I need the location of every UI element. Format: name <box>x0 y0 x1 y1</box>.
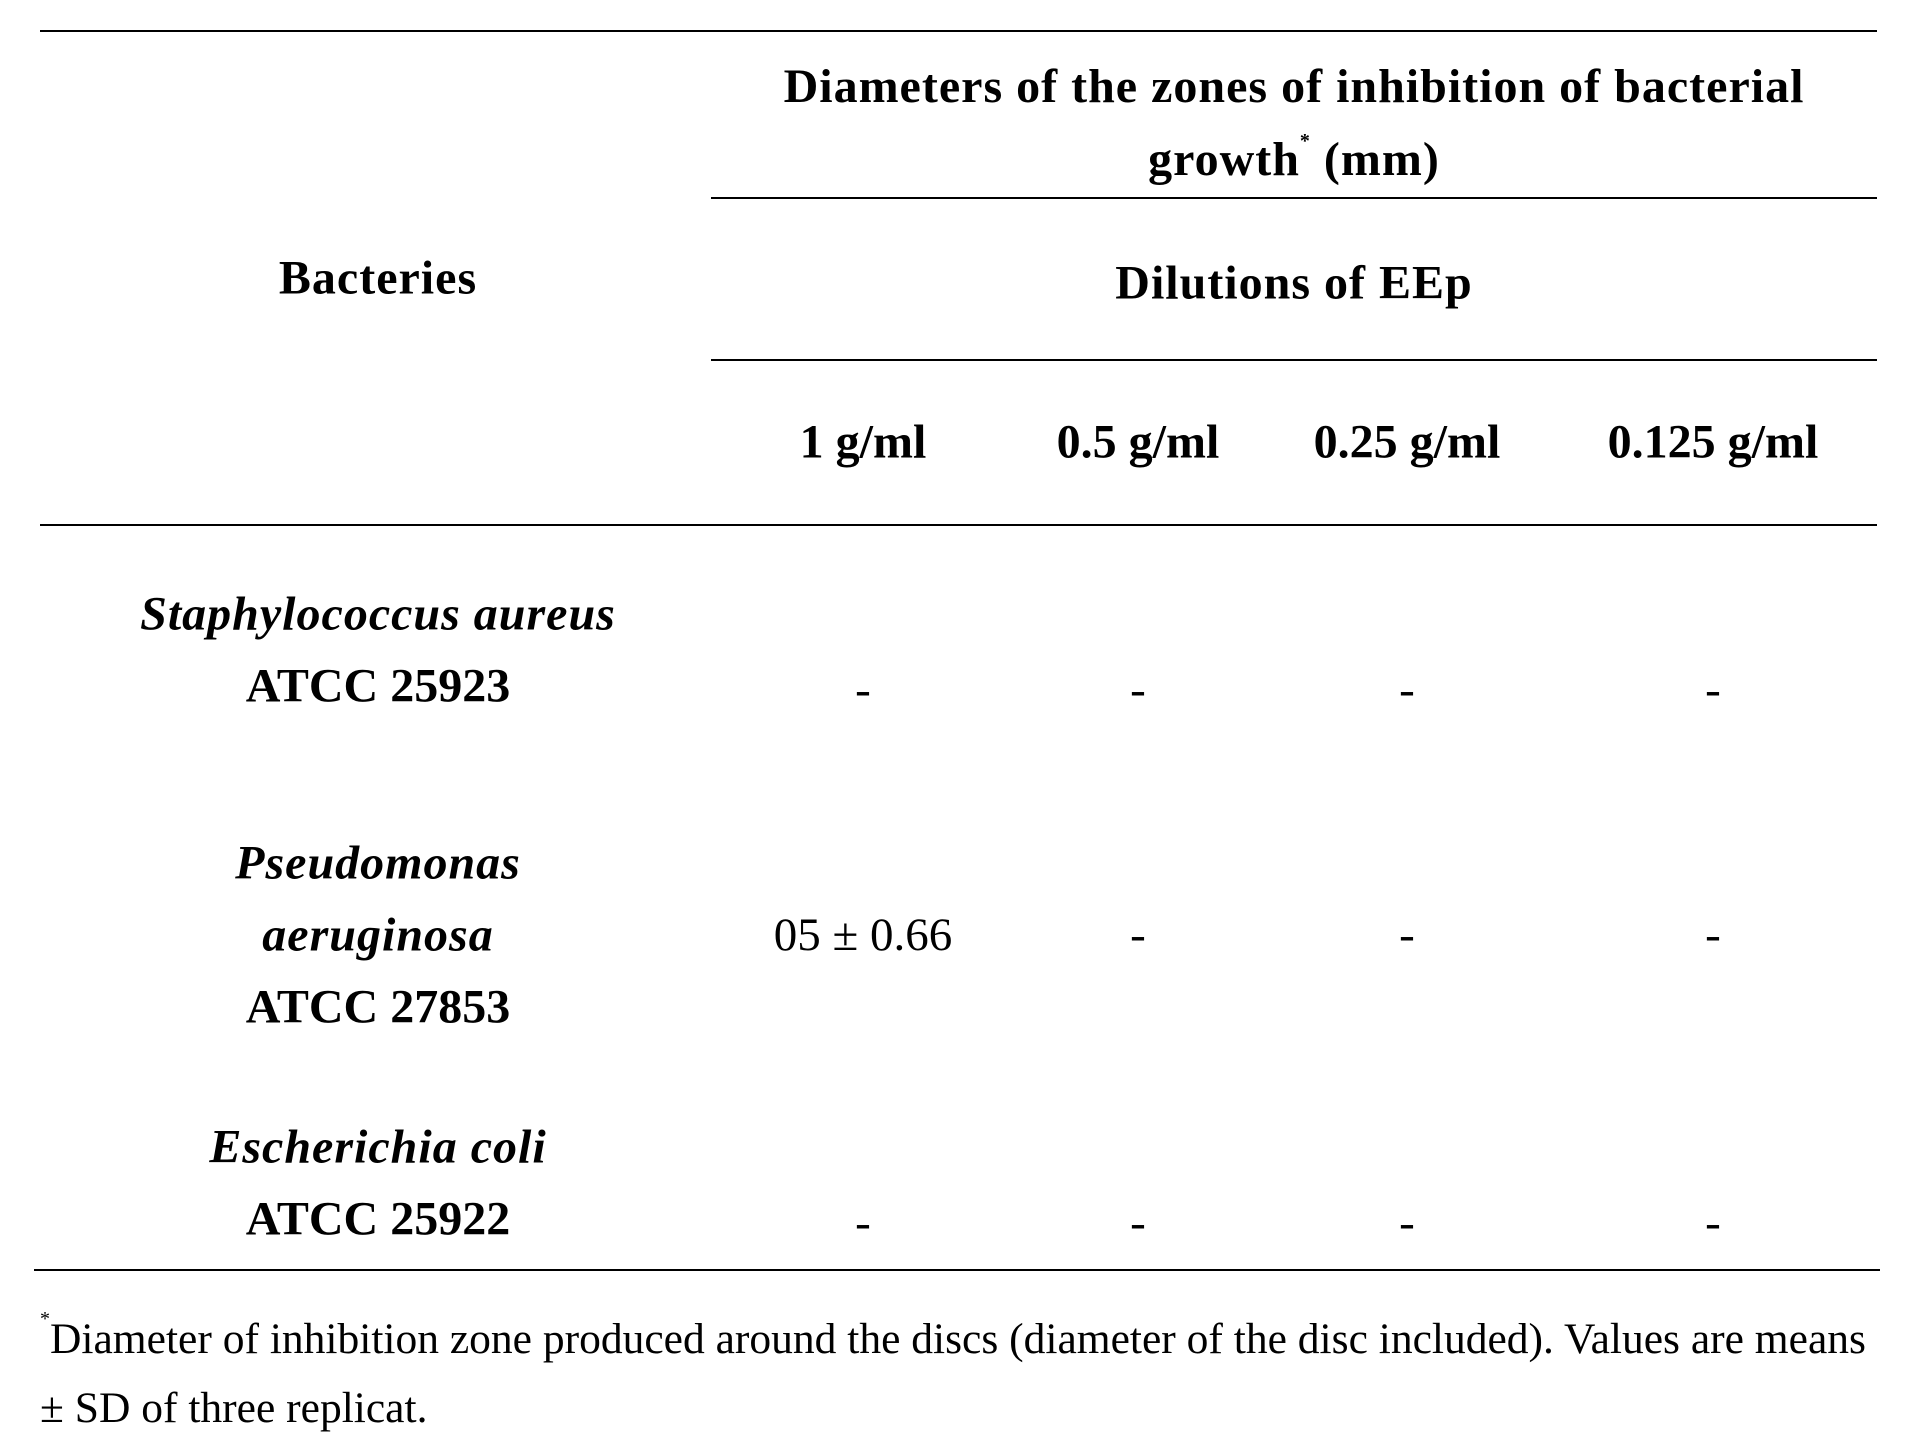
column-header: 0.25 g/ml <box>1313 415 1501 469</box>
cell-value: - <box>1130 909 1146 961</box>
strain: ATCC 25922 <box>245 1192 511 1246</box>
column-header: 0.125 g/ml <box>1607 415 1819 469</box>
subgroup-rule <box>711 359 1877 361</box>
footnote: *Diameter of inhibition zone produced ar… <box>40 1305 1885 1443</box>
footnote-text: Diameter of inhibition zone produced aro… <box>40 1315 1866 1432</box>
subgroup-header: Dilutions of EEp <box>1115 256 1473 310</box>
header-rule <box>40 524 1877 526</box>
group-unit: (mm) <box>1323 133 1440 186</box>
strain: ATCC 27853 <box>245 980 511 1034</box>
group-title: Diameters of the zones of inhibition of … <box>783 60 1805 186</box>
species-name: Escherichia coli <box>209 1120 547 1174</box>
cell-value: - <box>1130 664 1146 716</box>
cell-value: - <box>1399 664 1415 716</box>
cell-value: - <box>1705 909 1721 961</box>
group-header: Diameters of the zones of inhibition of … <box>711 50 1877 196</box>
group-rule <box>711 197 1877 199</box>
cell-value: - <box>1399 1197 1415 1249</box>
strain: ATCC 25923 <box>245 659 511 713</box>
species-name: Staphylococcus aureus <box>140 587 616 641</box>
cell-value: - <box>1399 909 1415 961</box>
cell-value: - <box>855 664 871 716</box>
species-name: aeruginosa <box>262 908 494 962</box>
column-header: 1 g/ml <box>799 415 927 469</box>
species-name: Pseudomonas <box>235 836 521 890</box>
footnote-mark: * <box>40 1308 50 1330</box>
bottom-rule <box>34 1269 1880 1271</box>
cell-value: - <box>1705 664 1721 716</box>
top-rule <box>40 30 1877 32</box>
cell-value: - <box>1705 1197 1721 1249</box>
column-header: 0.5 g/ml <box>1056 415 1220 469</box>
cell-value: 05 ± 0.66 <box>773 909 953 961</box>
cell-value: - <box>1130 1197 1146 1249</box>
cell-value: - <box>855 1197 871 1249</box>
footnote-mark: * <box>1299 130 1311 152</box>
bacteria-header: Bacteries <box>278 251 478 305</box>
